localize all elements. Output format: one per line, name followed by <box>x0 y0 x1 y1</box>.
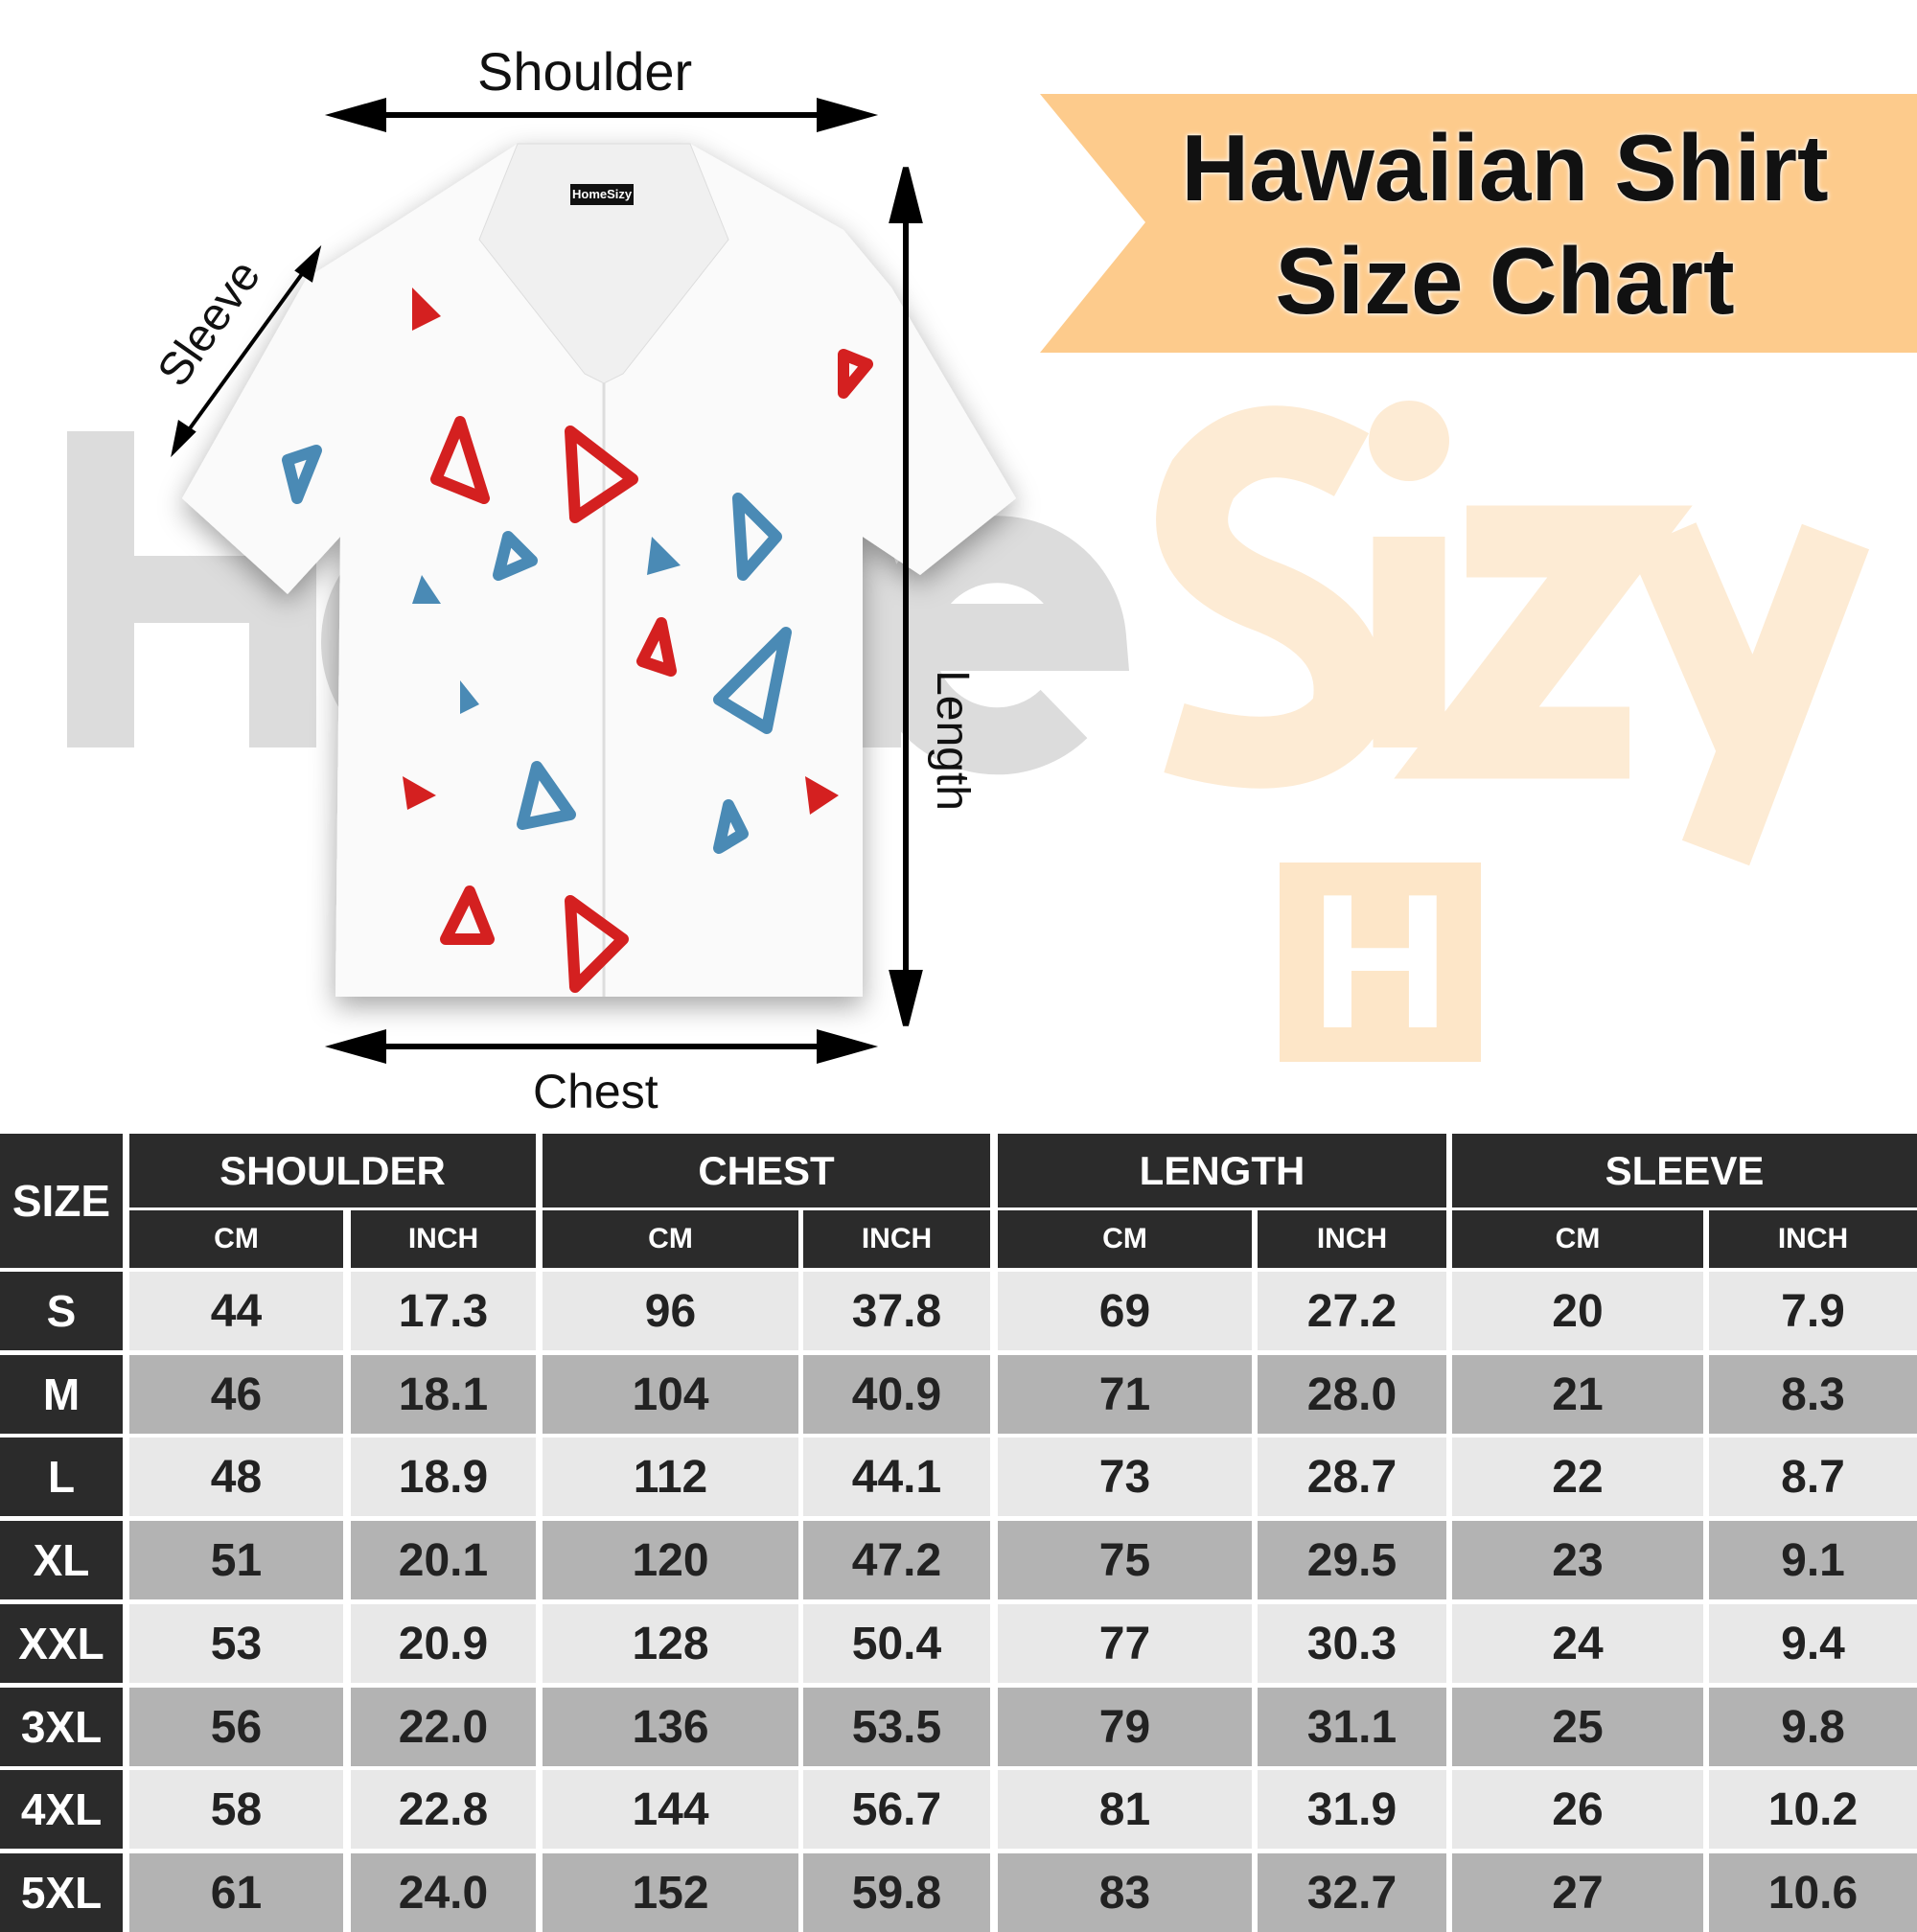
group-header: LENGTH <box>998 1134 1446 1208</box>
table-cell: 120 <box>543 1521 798 1599</box>
table-cell: 21 <box>1452 1355 1703 1434</box>
table-cell: 29.5 <box>1258 1521 1446 1599</box>
table-cell: 9.1 <box>1709 1521 1917 1599</box>
table-cell: 8.7 <box>1709 1438 1917 1516</box>
table-cell: 71 <box>998 1355 1252 1434</box>
size-cell: S <box>0 1272 123 1350</box>
shoulder-label: Shoulder <box>477 41 693 102</box>
title-banner <box>1040 94 1917 353</box>
unit-header: INCH <box>351 1210 536 1268</box>
table-cell: 24 <box>1452 1604 1703 1683</box>
group-header: SHOULDER <box>129 1134 536 1208</box>
table-cell: 27 <box>1452 1853 1703 1932</box>
table-cell: 20.1 <box>351 1521 536 1599</box>
unit-header: CM <box>543 1210 798 1268</box>
table-cell: 28.7 <box>1258 1438 1446 1516</box>
table-cell: 18.9 <box>351 1438 536 1516</box>
length-label: Length <box>926 670 978 811</box>
table-cell: 30.3 <box>1258 1604 1446 1683</box>
table-cell: 69 <box>998 1272 1252 1350</box>
watermark-logo: H <box>1280 855 1481 1069</box>
unit-header: CM <box>998 1210 1252 1268</box>
shirt-tag-text: HomeSizy <box>572 187 633 201</box>
table-cell: 7.9 <box>1709 1272 1917 1350</box>
table-cell: 40.9 <box>803 1355 990 1434</box>
table-cell: 47.2 <box>803 1521 990 1599</box>
table-cell: 20.9 <box>351 1604 536 1683</box>
table-cell: 37.8 <box>803 1272 990 1350</box>
table-cell: 22.8 <box>351 1770 536 1849</box>
table-cell: 50.4 <box>803 1604 990 1683</box>
table-cell: 104 <box>543 1355 798 1434</box>
table-cell: 44.1 <box>803 1438 990 1516</box>
table-cell: 48 <box>129 1438 343 1516</box>
table-cell: 17.3 <box>351 1272 536 1350</box>
table-cell: 112 <box>543 1438 798 1516</box>
size-cell: 5XL <box>0 1853 123 1932</box>
size-cell: 3XL <box>0 1688 123 1766</box>
size-cell: L <box>0 1438 123 1516</box>
chest-label: Chest <box>533 1065 658 1118</box>
table-cell: 31.9 <box>1258 1770 1446 1849</box>
size-cell: XXL <box>0 1604 123 1683</box>
table-cell: 61 <box>129 1853 343 1932</box>
watermark-sizy <box>1156 405 1870 866</box>
table-cell: 81 <box>998 1770 1252 1849</box>
unit-header: INCH <box>1258 1210 1446 1268</box>
table-cell: 152 <box>543 1853 798 1932</box>
table-cell: 18.1 <box>351 1355 536 1434</box>
table-cell: 27.2 <box>1258 1272 1446 1350</box>
table-cell: 28.0 <box>1258 1355 1446 1434</box>
group-header: CHEST <box>543 1134 990 1208</box>
banner-title-line2: Size Chart <box>1275 228 1735 334</box>
table-cell: 59.8 <box>803 1853 990 1932</box>
size-cell: M <box>0 1355 123 1434</box>
unit-header: CM <box>129 1210 343 1268</box>
table-cell: 9.4 <box>1709 1604 1917 1683</box>
table-cell: 77 <box>998 1604 1252 1683</box>
shirt-tag <box>570 184 634 205</box>
table-cell: 53 <box>129 1604 343 1683</box>
table-cell: 144 <box>543 1770 798 1849</box>
size-cell: 4XL <box>0 1770 123 1849</box>
table-cell: 31.1 <box>1258 1688 1446 1766</box>
table-cell: 51 <box>129 1521 343 1599</box>
table-cell: 25 <box>1452 1688 1703 1766</box>
size-cell: XL <box>0 1521 123 1599</box>
table-cell: 79 <box>998 1688 1252 1766</box>
table-cell: 22 <box>1452 1438 1703 1516</box>
table-cell: 56 <box>129 1688 343 1766</box>
size-header: SIZE <box>0 1134 123 1268</box>
table-cell: 75 <box>998 1521 1252 1599</box>
table-cell: 83 <box>998 1853 1252 1932</box>
table-cell: 53.5 <box>803 1688 990 1766</box>
table-cell: 8.3 <box>1709 1355 1917 1434</box>
unit-header: INCH <box>1709 1210 1917 1268</box>
table-cell: 9.8 <box>1709 1688 1917 1766</box>
table-cell: 128 <box>543 1604 798 1683</box>
table-cell: 46 <box>129 1355 343 1434</box>
table-cell: 32.7 <box>1258 1853 1446 1932</box>
table-cell: 96 <box>543 1272 798 1350</box>
table-cell: 26 <box>1452 1770 1703 1849</box>
table-cell: 10.6 <box>1709 1853 1917 1932</box>
shirt-image <box>171 98 1016 1064</box>
table-cell: 44 <box>129 1272 343 1350</box>
table-cell: 23 <box>1452 1521 1703 1599</box>
table-cell: 22.0 <box>351 1688 536 1766</box>
table-cell: 58 <box>129 1770 343 1849</box>
unit-header: INCH <box>803 1210 990 1268</box>
table-cell: 24.0 <box>351 1853 536 1932</box>
unit-header: CM <box>1452 1210 1703 1268</box>
group-header: SLEEVE <box>1452 1134 1917 1208</box>
banner-title-line1: Hawaiian Shirt <box>1181 115 1829 220</box>
table-cell: 56.7 <box>803 1770 990 1849</box>
table-cell: 20 <box>1452 1272 1703 1350</box>
table-cell: 136 <box>543 1688 798 1766</box>
table-cell: 73 <box>998 1438 1252 1516</box>
table-cell: 10.2 <box>1709 1770 1917 1849</box>
